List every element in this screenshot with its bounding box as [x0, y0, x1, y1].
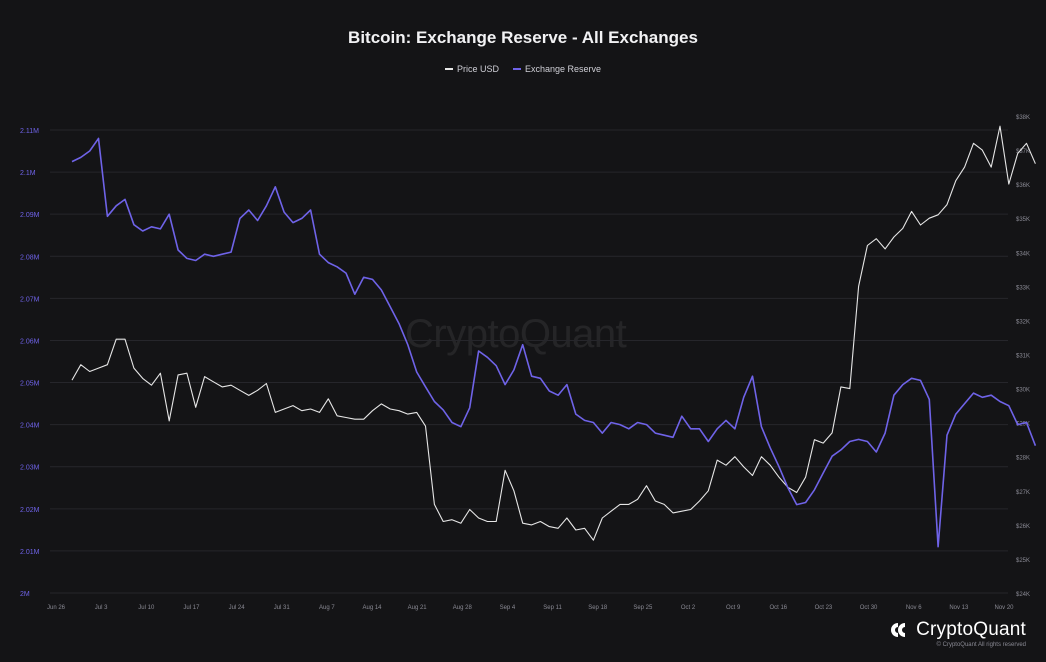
brand-rights: © CryptoQuant All rights reserved: [936, 642, 1026, 648]
x-tick-label: Nov 6: [906, 605, 922, 611]
x-tick-label: Oct 2: [681, 605, 696, 611]
legend-item-reserve[interactable]: Exchange Reserve: [512, 64, 602, 74]
x-tick-label: Oct 16: [769, 605, 787, 611]
left-tick-label: 2.05M: [20, 381, 40, 388]
x-tick-label: Jul 10: [138, 605, 155, 611]
x-tick-label: Oct 23: [815, 605, 833, 611]
right-tick-label: $29K: [1016, 422, 1030, 428]
chart-title: Bitcoin: Exchange Reserve - All Exchange…: [348, 28, 698, 47]
left-tick-label: 2.01M: [20, 549, 40, 556]
legend-swatch-reserve: [512, 68, 521, 70]
right-tick-label: $30K: [1016, 388, 1030, 394]
left-tick-label: 2.07M: [20, 296, 40, 303]
right-tick-label: $27K: [1016, 490, 1030, 496]
right-tick-label: $35K: [1016, 217, 1030, 223]
x-tick-label: Oct 30: [860, 605, 878, 611]
x-tick-label: Aug 14: [362, 605, 382, 611]
x-tick-label: Sep 11: [543, 605, 562, 611]
legend-label-reserve: Exchange Reserve: [524, 64, 602, 74]
right-tick-label: $32K: [1016, 319, 1030, 325]
legend-item-price[interactable]: Price USD: [444, 64, 499, 74]
x-tick-label: Aug 7: [319, 605, 335, 611]
series-line-reserve: [71, 137, 1037, 548]
right-tick-label: $38K: [1016, 115, 1030, 121]
left-tick-label: 2.11M: [20, 128, 39, 135]
brand-block: CryptoQuant © CryptoQuant All rights res…: [890, 619, 1026, 648]
right-tick-label: $33K: [1016, 285, 1030, 291]
right-tick-label: $28K: [1016, 456, 1030, 462]
x-tick-label: Sep 18: [588, 605, 608, 611]
left-tick-label: 2.04M: [20, 423, 40, 430]
right-tick-label: $26K: [1016, 524, 1030, 530]
x-tick-label: Nov 20: [994, 605, 1014, 611]
left-tick-label: 2.08M: [20, 254, 40, 261]
x-tick-label: Oct 9: [726, 605, 741, 611]
right-tick-label: $25K: [1016, 558, 1030, 564]
left-tick-label: 2.02M: [20, 507, 40, 514]
series-line-price: [71, 125, 1036, 541]
right-tick-label: $37K: [1016, 149, 1030, 155]
x-tick-label: Aug 28: [453, 605, 473, 611]
right-tick-label: $24K: [1016, 592, 1030, 598]
legend-swatch-price: [444, 68, 453, 70]
watermark: CryptoQuant: [405, 312, 627, 356]
right-tick-label: $31K: [1016, 354, 1030, 360]
x-tick-label: Jul 31: [274, 605, 291, 611]
x-tick-label: Nov 13: [949, 605, 969, 611]
x-tick-label: Jul 3: [95, 605, 108, 611]
x-tick-label: Jun 26: [47, 605, 66, 611]
x-tick-label: Sep 25: [633, 605, 653, 611]
x-tick-label: Sep 4: [500, 605, 516, 611]
x-tick-label: Aug 21: [408, 605, 428, 611]
left-tick-label: 2.09M: [20, 212, 40, 219]
brand-name: CryptoQuant: [916, 619, 1026, 640]
chart-legend: Price USD Exchange Reserve: [0, 64, 1046, 74]
legend-label-price: Price USD: [456, 64, 499, 74]
left-tick-label: 2.03M: [20, 465, 40, 472]
x-tick-label: Jul 24: [229, 605, 246, 611]
left-tick-label: 2.06M: [20, 338, 40, 345]
right-tick-label: $36K: [1016, 183, 1030, 189]
cryptoquant-logo-icon: [891, 623, 906, 637]
left-tick-label: 2.1M: [20, 170, 36, 177]
right-tick-label: $34K: [1016, 251, 1030, 257]
left-tick-label: 2M: [20, 591, 30, 598]
x-tick-label: Jul 17: [183, 605, 200, 611]
